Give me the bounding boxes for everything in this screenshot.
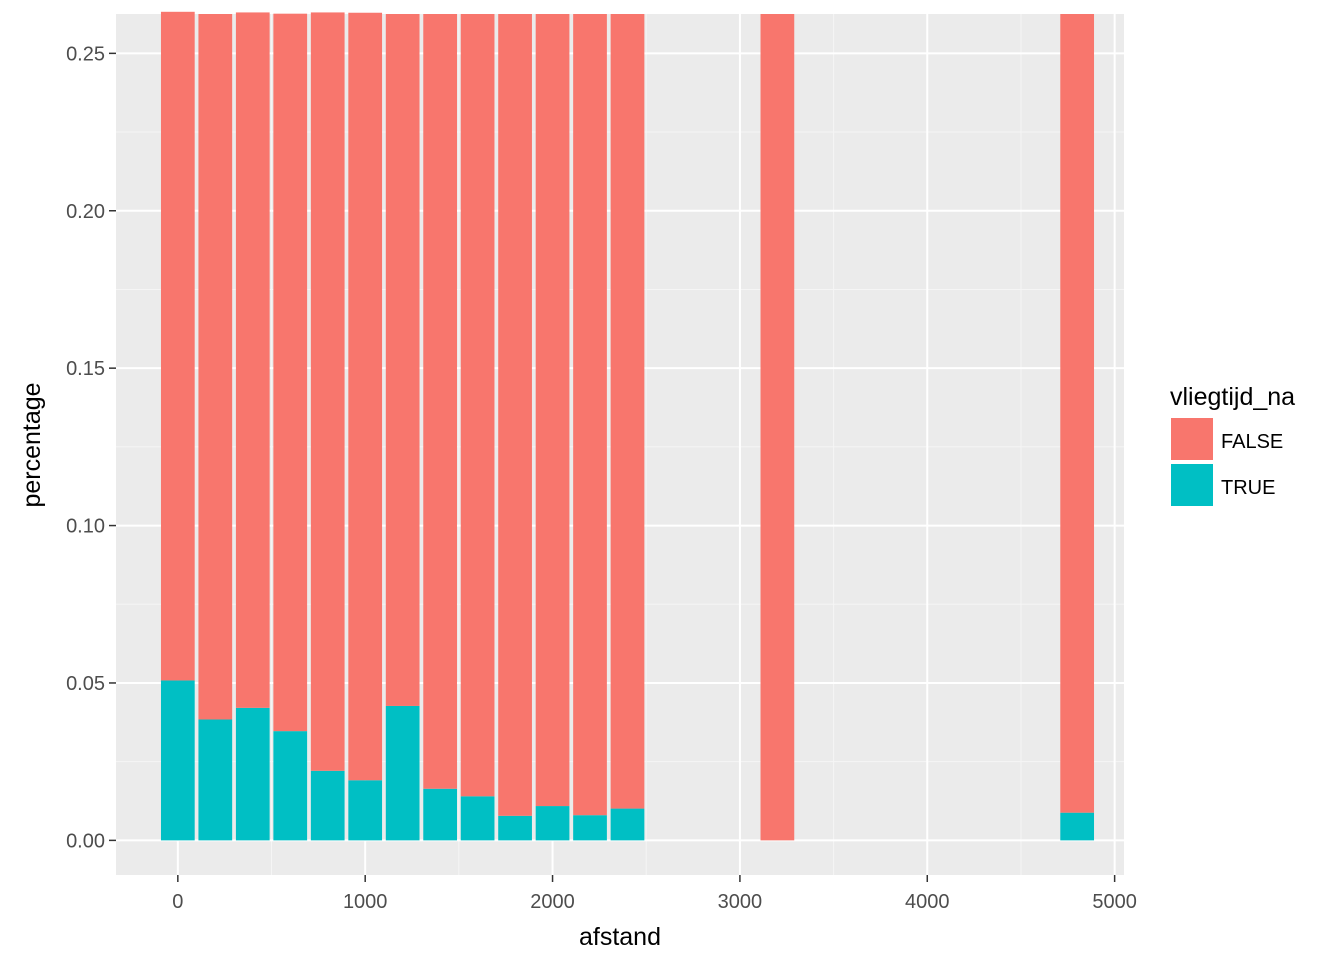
bar-true <box>348 780 383 841</box>
x-tick-label: 1000 <box>343 891 388 913</box>
bar-false <box>498 14 532 816</box>
x-tick-label: 5000 <box>1092 891 1137 913</box>
bar-true <box>385 705 420 841</box>
y-tick-label: 0.15 <box>66 358 105 380</box>
bar-false <box>235 12 270 708</box>
bar-false <box>535 14 570 807</box>
y-axis: 0.00 0.05 0.10 0.15 0.20 0.25 <box>66 43 116 852</box>
bars <box>160 11 1095 841</box>
y-tick-label: 0.25 <box>66 43 105 65</box>
legend-swatch-true <box>1171 464 1213 506</box>
bar-false <box>423 14 457 789</box>
bar-true <box>235 707 270 841</box>
x-axis-title: afstand <box>579 923 661 951</box>
x-axis: 0 1000 2000 3000 4000 5000 <box>172 875 1137 913</box>
bar-false <box>573 14 607 816</box>
x-tick-label: 2000 <box>530 891 575 913</box>
bar-true <box>1060 812 1095 841</box>
bar-true <box>460 796 495 841</box>
bar-false <box>460 14 495 797</box>
y-tick-label: 0.10 <box>66 516 105 538</box>
legend-label-false: FALSE <box>1221 431 1283 453</box>
x-tick-label: 0 <box>172 891 183 913</box>
bar-true <box>160 680 195 841</box>
legend: vliegtijd_na FALSE TRUE <box>1170 383 1295 506</box>
bar-false <box>160 11 195 681</box>
x-tick-label: 4000 <box>905 891 950 913</box>
bar-true <box>498 815 532 841</box>
x-tick-label: 3000 <box>718 891 763 913</box>
bar-false <box>610 14 645 809</box>
bar-true <box>610 808 645 841</box>
legend-swatch-false <box>1171 418 1213 460</box>
bar-true <box>310 770 345 841</box>
bar-false <box>385 14 420 706</box>
bar-false <box>348 12 383 781</box>
bar-false <box>273 13 308 732</box>
bar-true <box>573 815 607 841</box>
y-tick-label: 0.00 <box>66 830 105 852</box>
legend-title: vliegtijd_na <box>1170 383 1295 411</box>
bar-false <box>1060 14 1095 813</box>
y-tick-label: 0.20 <box>66 201 105 223</box>
bar-false <box>198 14 233 720</box>
legend-label-true: TRUE <box>1221 477 1275 499</box>
bar-false <box>760 14 795 841</box>
y-axis-title: percentage <box>18 382 46 507</box>
bar-true <box>423 788 457 841</box>
bar-true <box>198 719 233 841</box>
y-tick-label: 0.05 <box>66 673 105 695</box>
bar-true <box>273 731 308 841</box>
bar-false <box>310 12 345 771</box>
bar-true <box>535 806 570 841</box>
